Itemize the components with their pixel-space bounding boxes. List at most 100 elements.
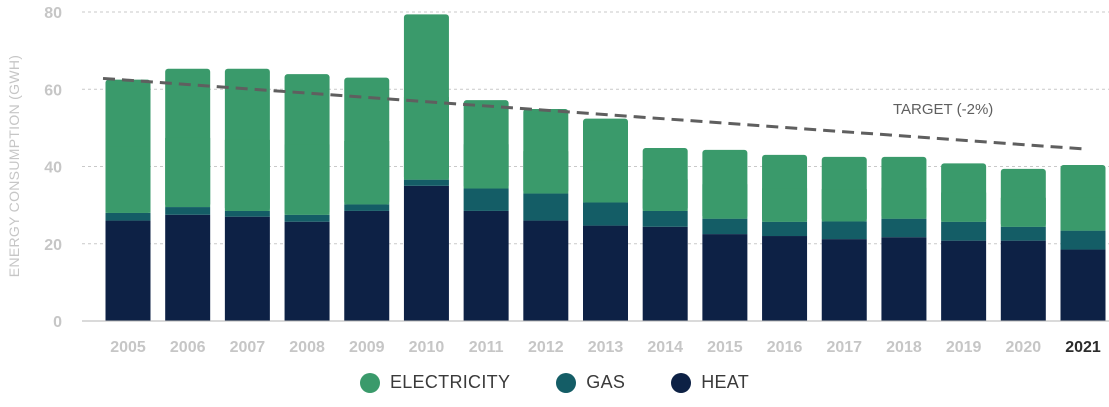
bar-gas-2008 (284, 214, 330, 222)
bar-stack-2008 (284, 74, 330, 321)
bar-heat-2007 (224, 216, 270, 321)
bar-segment-fill (284, 144, 330, 215)
y-tick-label: 20 (44, 237, 62, 254)
x-axis-ticks: 2005 2006 2007 2008 2009 2010 2011 2012 2013 2014… (110, 339, 1101, 356)
bar-segment-fill (165, 137, 211, 208)
legend-item-heat[interactable]: HEAT (671, 372, 749, 393)
y-axis-label: ENERGY CONSUMPTION (GWH) (6, 55, 22, 277)
bar-segment-fill (762, 188, 808, 222)
bar-gas-2021 (1060, 230, 1106, 250)
x-tick-label: 2014 (647, 339, 683, 356)
bar-stack-2018 (881, 156, 927, 321)
y-tick-label: 80 (44, 5, 62, 22)
bar-heat-2021 (1060, 249, 1106, 321)
bar-stack-2020 (1000, 168, 1046, 321)
legend: ELECTRICITY GAS HEAT (0, 372, 1109, 393)
y-axis-ticks: 0 20 40 60 80 (44, 5, 62, 331)
bar-stack-2013 (583, 118, 628, 321)
x-tick-label: 2019 (946, 339, 982, 356)
bar-stack-2019 (941, 163, 987, 321)
bar-heat-2020 (1000, 240, 1046, 321)
bar-segment-fill (105, 146, 151, 213)
bar-heat-2012 (523, 220, 569, 321)
bar-gas-2019 (941, 221, 987, 241)
bar-segment-fill (702, 184, 748, 219)
legend-label-heat: HEAT (701, 372, 750, 392)
x-tick-label: 2016 (767, 339, 803, 356)
bar-heat-2010 (403, 185, 449, 321)
bar-segment-fill (403, 96, 449, 180)
legend-swatch-heat (671, 372, 692, 393)
y-tick-label: 40 (44, 160, 62, 177)
x-tick-label: 2006 (170, 339, 206, 356)
bar-heat-2019 (941, 240, 987, 321)
y-tick-label: 60 (44, 82, 62, 99)
bar-heat-2009 (344, 210, 390, 321)
bar-gas-2007 (224, 210, 270, 217)
bar-stacks (105, 14, 1106, 321)
bar-stack-2012 (523, 108, 569, 321)
x-tick-label: 2018 (886, 339, 922, 356)
bar-stack-2021 (1060, 164, 1106, 321)
bar-stack-2017 (821, 156, 867, 321)
bar-heat-2013 (583, 225, 628, 321)
x-tick-label: 2017 (826, 339, 862, 356)
x-tick-label: 2013 (588, 339, 624, 356)
bar-gas-2018 (881, 218, 927, 238)
legend-label-gas: GAS (586, 372, 626, 392)
legend-swatch-electricity (359, 372, 380, 393)
bar-segment-fill (1000, 197, 1046, 227)
bar-stack-2016 (762, 154, 808, 321)
bar-stack-2005 (105, 79, 151, 321)
bar-gas-2009 (344, 204, 390, 211)
bar-gas-2013 (583, 202, 628, 226)
bar-gas-2006 (165, 207, 211, 215)
legend-swatch-gas (556, 372, 577, 393)
bar-heat-2005 (105, 220, 151, 321)
bar-heat-2015 (702, 234, 748, 321)
bar-stack-2007 (224, 68, 270, 321)
y-tick-label: 0 (53, 314, 62, 331)
bar-segment-fill (1060, 197, 1106, 231)
bar-heat-2008 (284, 221, 330, 321)
bar-stack-2009 (344, 77, 390, 321)
bar-gas-2010 (403, 179, 449, 186)
bar-heat-2018 (881, 237, 927, 321)
target-trend-line (102, 76, 1087, 151)
bar-heat-2017 (821, 239, 867, 321)
bar-segment-fill (344, 141, 390, 205)
x-tick-label: 2011 (469, 339, 504, 356)
bar-heat-2006 (165, 214, 211, 321)
legend-item-electricity[interactable]: ELECTRICITY (359, 372, 510, 393)
x-tick-label: 2007 (230, 339, 266, 356)
bar-gas-2011 (463, 188, 509, 211)
x-tick-label: 2021 (1065, 339, 1101, 356)
bar-segment-fill (941, 192, 987, 222)
x-tick-label: 2005 (110, 339, 146, 356)
x-tick-label: 2015 (707, 339, 743, 356)
legend-item-gas[interactable]: GAS (556, 372, 625, 393)
bar-segment-fill (523, 151, 569, 194)
x-tick-label: 2020 (1006, 339, 1042, 356)
bar-heat-2016 (762, 236, 808, 321)
bar-stack-2006 (165, 68, 211, 321)
bar-gas-2014 (642, 210, 688, 227)
bar-gas-2020 (1000, 226, 1046, 241)
bar-gas-2016 (762, 221, 808, 237)
bar-segment-fill (642, 179, 688, 211)
x-tick-label: 2009 (349, 339, 385, 356)
bar-heat-2014 (642, 226, 688, 321)
bar-segment-fill (583, 160, 628, 203)
bar-stack-2014 (642, 147, 688, 321)
bar-segment-fill (821, 189, 867, 222)
bar-gas-2005 (105, 212, 151, 221)
bar-gas-2017 (821, 221, 867, 240)
bar-heat-2011 (463, 210, 509, 321)
x-tick-label: 2010 (409, 339, 445, 356)
bar-stack-2010 (403, 14, 449, 321)
x-tick-label: 2008 (289, 339, 325, 356)
bar-stack-2015 (702, 149, 748, 321)
x-tick-label: 2012 (528, 339, 564, 356)
bar-segment-fill (881, 187, 927, 219)
